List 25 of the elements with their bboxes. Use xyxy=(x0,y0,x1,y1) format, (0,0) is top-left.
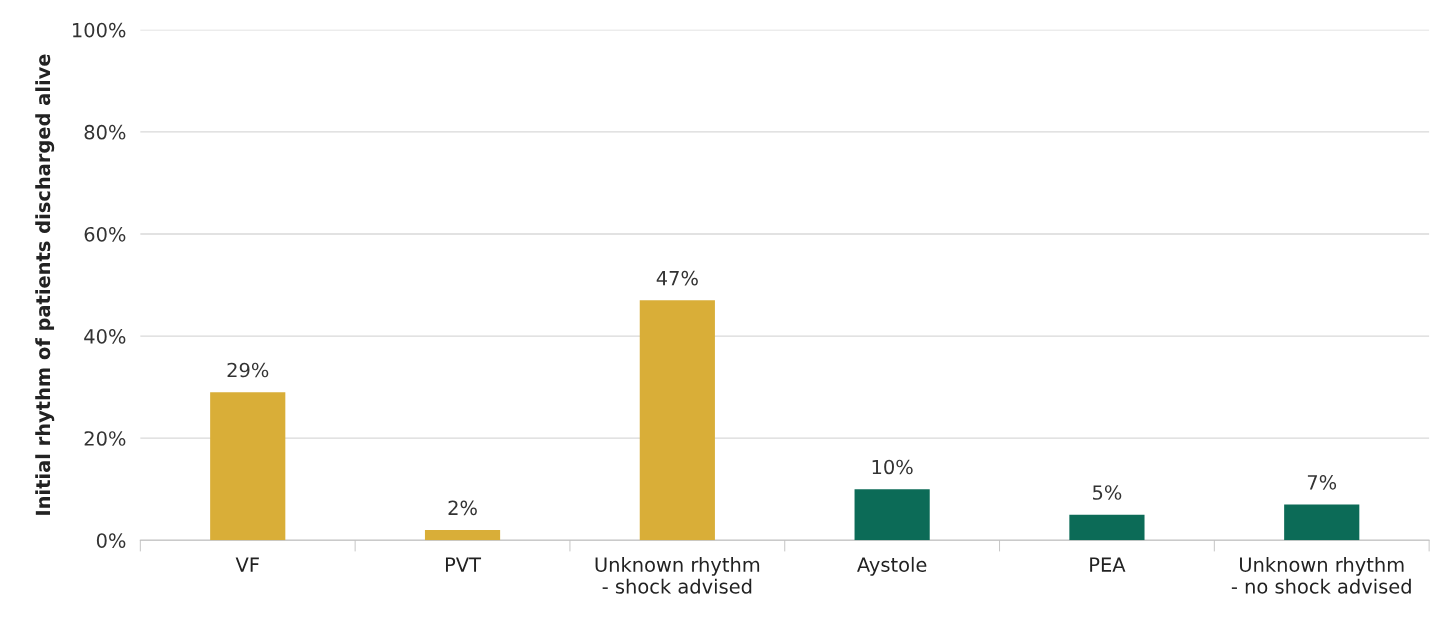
data-label: 47% xyxy=(656,270,698,286)
x-tick-label: Aystole xyxy=(857,556,927,576)
x-tick-label: VF xyxy=(235,557,259,572)
data-label: 10% xyxy=(872,459,913,475)
data-label: 2% xyxy=(448,500,477,516)
bar xyxy=(1284,504,1360,541)
data-label: 5% xyxy=(1093,485,1122,500)
y-tick-label: 80% xyxy=(84,124,126,140)
x-tick-label: PVT xyxy=(445,557,482,572)
y-tick-label: 40% xyxy=(84,329,126,344)
y-tick-label: 100% xyxy=(72,22,126,38)
data-label: 7% xyxy=(1307,474,1337,490)
y-tick-label: 20% xyxy=(84,431,126,446)
bar xyxy=(854,489,930,541)
x-tick-label: Unknown rhythm - shock advised xyxy=(595,556,760,594)
bar xyxy=(424,530,501,541)
x-tick-label: PEA xyxy=(1090,557,1126,572)
y-axis-title: Initial rhythm of patients discharged alive xyxy=(35,54,55,515)
y-tick-label: 60% xyxy=(84,226,126,242)
data-label: 29% xyxy=(227,362,269,378)
bar xyxy=(1069,514,1145,541)
bar xyxy=(639,300,715,541)
x-tick-label: Unknown rhythm - no shock advised xyxy=(1231,556,1411,594)
y-tick-label: 0% xyxy=(96,533,126,548)
bar xyxy=(210,392,286,541)
